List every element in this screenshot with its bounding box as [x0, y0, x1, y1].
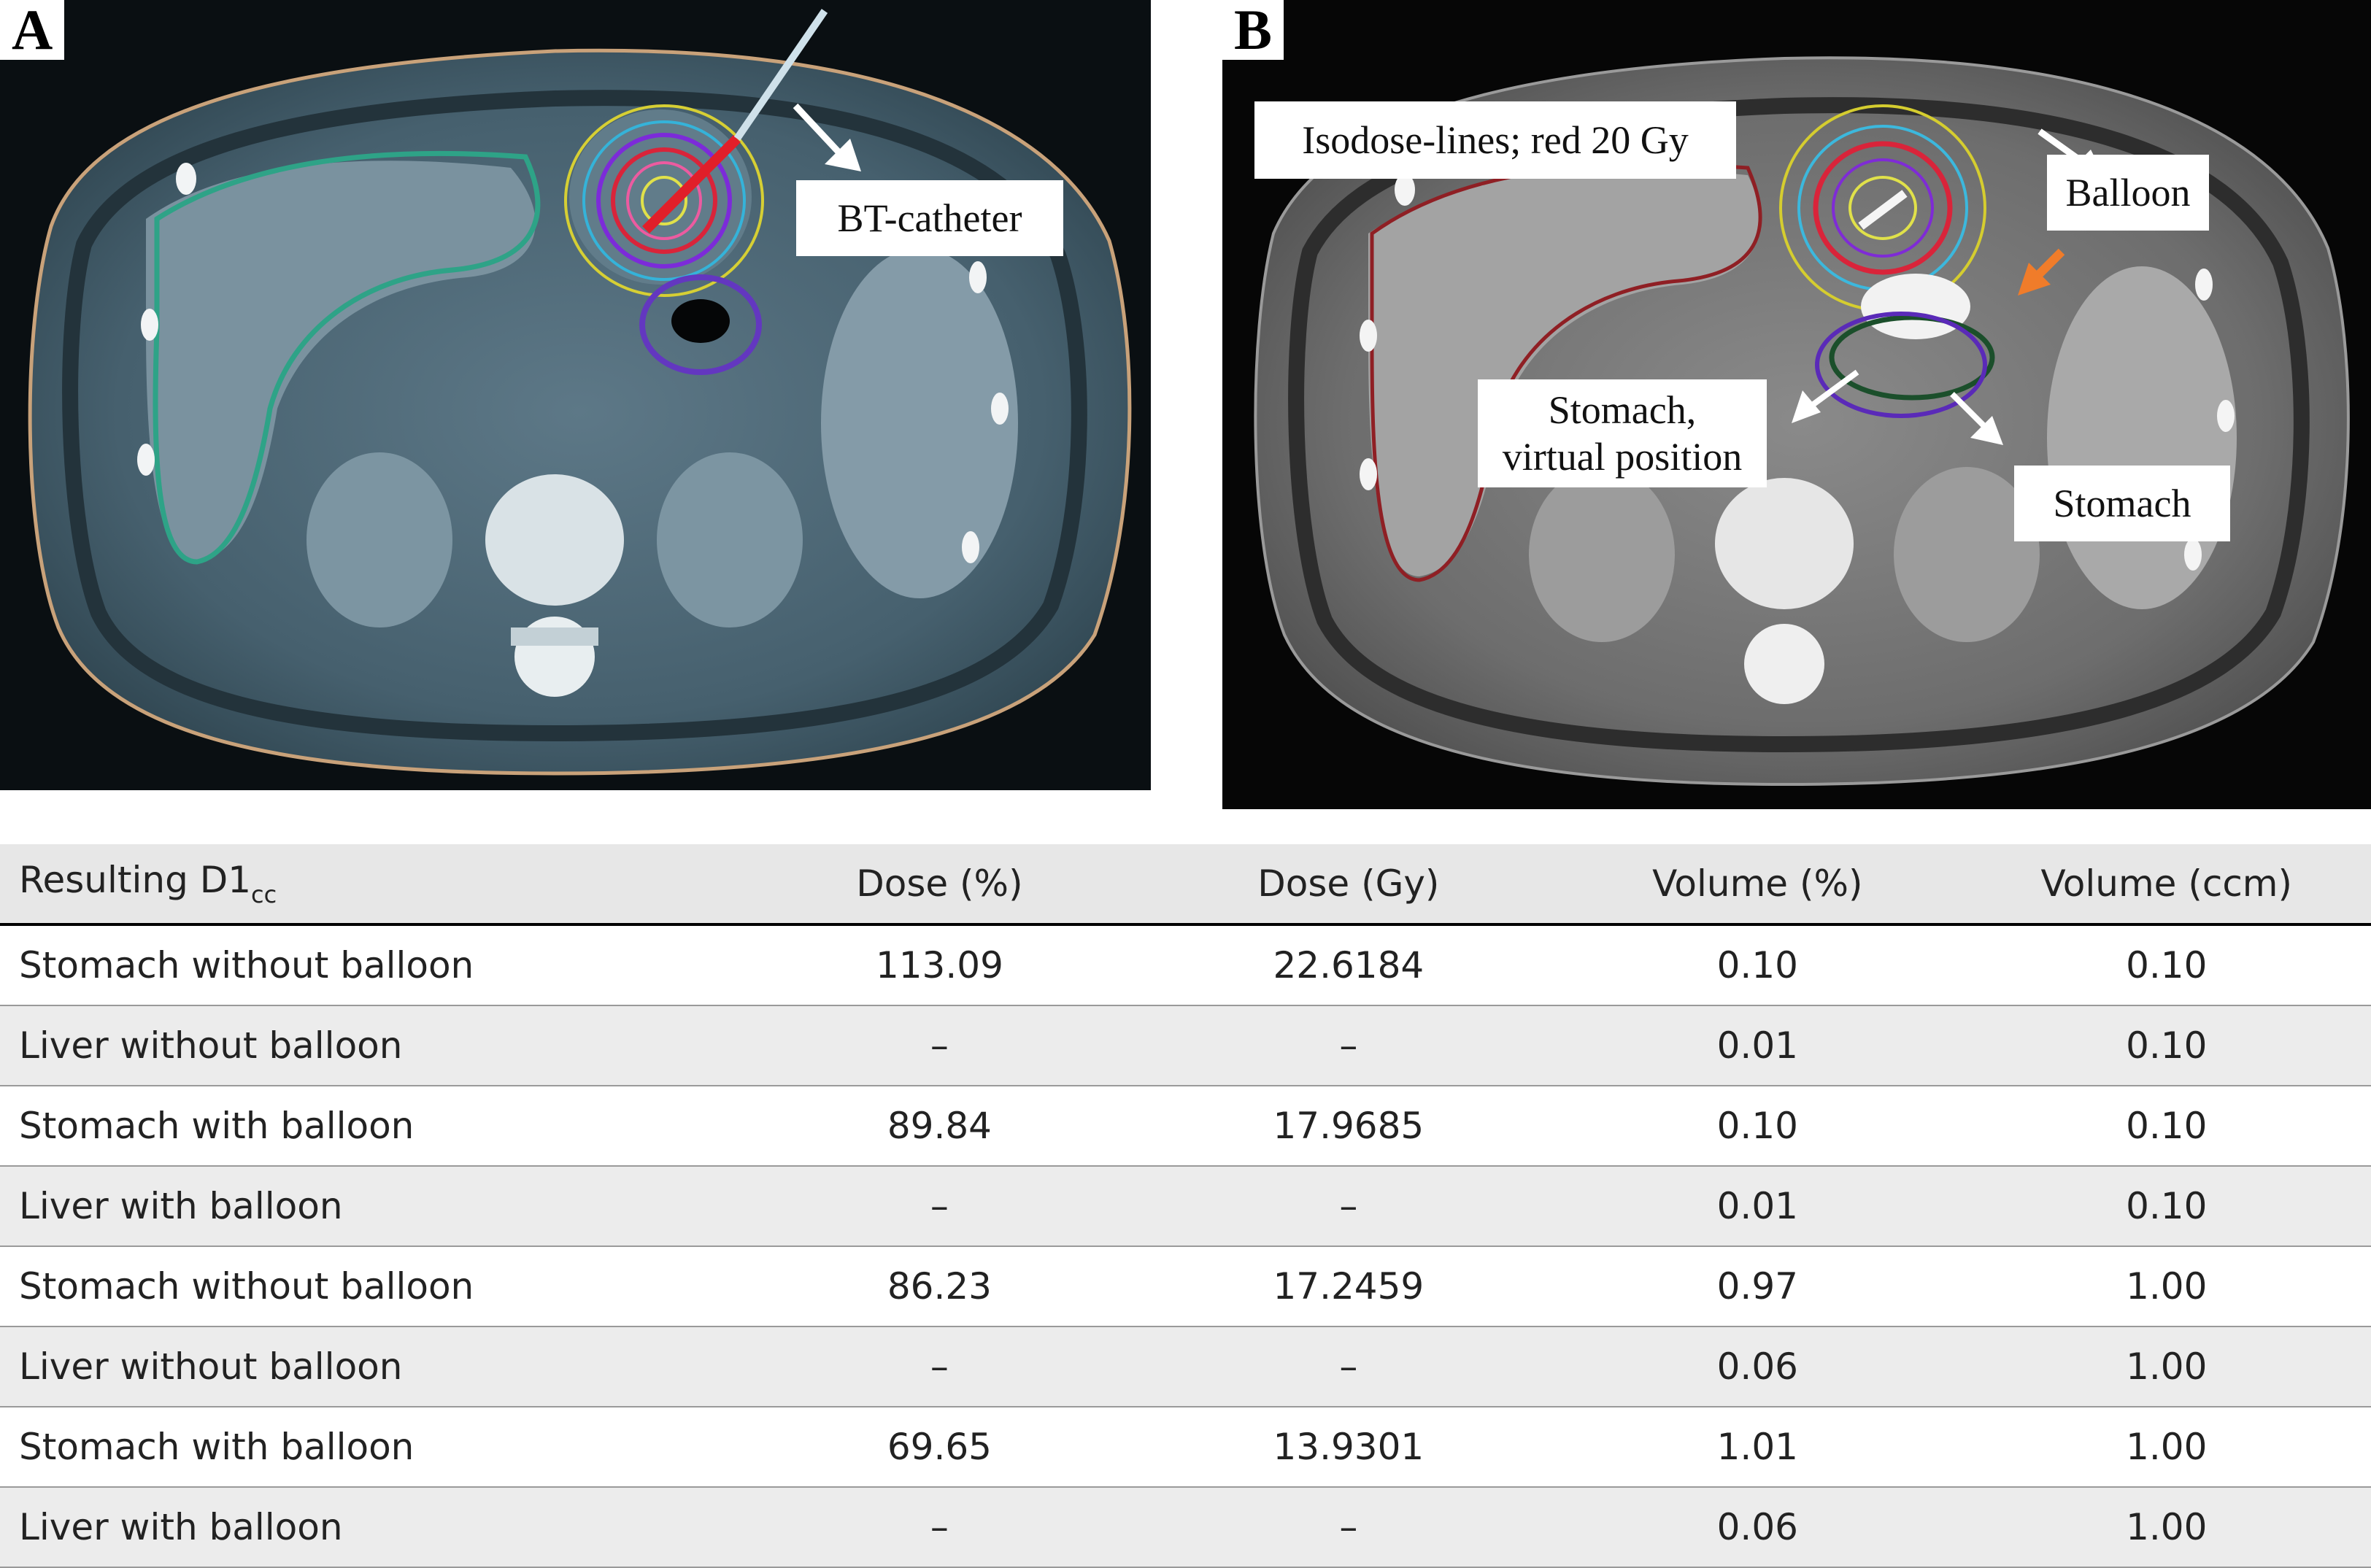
- dose-gy-cell: 17.2459: [1144, 1246, 1554, 1327]
- vol-pct-cell: 0.10: [1553, 1086, 1962, 1167]
- ct-image-panel-b: B Isodose-lines; red 20 Gy Balloon Stoma…: [1222, 0, 2371, 809]
- vol-ccm-cell: 0.10: [1962, 924, 2371, 1006]
- dose-pct-cell: 89.84: [735, 1086, 1144, 1167]
- header-dose-pct: Dose (%): [735, 844, 1144, 926]
- vol-ccm-cell: 1.00: [1962, 1246, 2371, 1327]
- row-label: Liver with balloon: [0, 1487, 736, 1568]
- dose-pct-cell: 86.23: [735, 1246, 1144, 1327]
- vol-pct-cell: 0.10: [1553, 924, 1962, 1006]
- row-label: Liver without balloon: [0, 1005, 736, 1086]
- stomach-virtual-line-2: virtual position: [1502, 435, 1743, 479]
- vol-pct-cell: 0.97: [1553, 1246, 1962, 1327]
- table-row: Liver without balloon – – 0.01 0.10: [0, 1005, 2371, 1086]
- dose-table: Resulting D1cc Dose (%) Dose (Gy) Volume…: [0, 844, 2371, 1568]
- dose-pct-cell: –: [735, 1166, 1144, 1247]
- header-d1-text: Resulting D1: [19, 859, 252, 901]
- table-header-row: Resulting D1cc Dose (%) Dose (Gy) Volume…: [0, 844, 2371, 926]
- vol-ccm-cell: 1.00: [1962, 1487, 2371, 1568]
- table-row: Liver without balloon – – 0.06 1.00: [0, 1326, 2371, 1407]
- table-row: Stomach without balloon 86.23 17.2459 0.…: [0, 1246, 2371, 1327]
- row-label: Stomach with balloon: [0, 1407, 736, 1488]
- dose-pct-cell: –: [735, 1326, 1144, 1407]
- stomach-virtual-line-1: Stomach,: [1548, 388, 1697, 432]
- dose-pct-cell: –: [735, 1005, 1144, 1086]
- ct-scan-a-graphic: [28, 9, 1132, 776]
- dose-gy-cell: –: [1144, 1487, 1554, 1568]
- table-row: Liver with balloon – – 0.06 1.00: [0, 1487, 2371, 1568]
- dose-gy-cell: –: [1144, 1326, 1554, 1407]
- stomach-virtual-position-label: Stomach, virtual position: [1478, 379, 1767, 487]
- row-label: Liver without balloon: [0, 1326, 736, 1407]
- dose-gy-cell: –: [1144, 1166, 1554, 1247]
- vol-pct-cell: 0.01: [1553, 1166, 1962, 1247]
- table-row: Stomach with balloon 69.65 13.9301 1.01 …: [0, 1407, 2371, 1488]
- balloon-label: Balloon: [2047, 155, 2209, 231]
- vol-ccm-cell: 1.00: [1962, 1326, 2371, 1407]
- header-resulting-d1cc: Resulting D1cc: [0, 844, 736, 926]
- header-d1-subscript: cc: [251, 881, 277, 908]
- panel-a-letter: A: [0, 0, 65, 60]
- panel-b-letter: B: [1222, 0, 1284, 60]
- stomach-label: Stomach: [2014, 466, 2230, 541]
- bt-catheter-label: BT-catheter: [796, 180, 1063, 256]
- vol-pct-cell: 0.06: [1553, 1487, 1962, 1568]
- table-row: Liver with balloon – – 0.01 0.10: [0, 1166, 2371, 1247]
- header-volume-pct: Volume (%): [1553, 844, 1962, 926]
- vol-pct-cell: 0.01: [1553, 1005, 1962, 1086]
- row-label: Stomach with balloon: [0, 1086, 736, 1167]
- dose-gy-cell: 13.9301: [1144, 1407, 1554, 1488]
- table-row: Stomach with balloon 89.84 17.9685 0.10 …: [0, 1086, 2371, 1167]
- vol-ccm-cell: 0.10: [1962, 1166, 2371, 1247]
- row-label: Liver with balloon: [0, 1166, 736, 1247]
- row-label: Stomach without balloon: [0, 924, 736, 1006]
- header-dose-gy: Dose (Gy): [1144, 844, 1554, 926]
- dose-pct-cell: –: [735, 1487, 1144, 1568]
- vol-pct-cell: 0.06: [1553, 1326, 1962, 1407]
- ct-image-panel-a: A BT-catheter: [0, 0, 1151, 790]
- dose-gy-cell: –: [1144, 1005, 1554, 1086]
- isodose-lines-label: Isodose-lines; red 20 Gy: [1254, 101, 1736, 179]
- vol-ccm-cell: 0.10: [1962, 1086, 2371, 1167]
- dose-gy-cell: 22.6184: [1144, 924, 1554, 1006]
- dose-gy-cell: 17.9685: [1144, 1086, 1554, 1167]
- dose-pct-cell: 69.65: [735, 1407, 1144, 1488]
- dose-volume-table: Resulting D1cc Dose (%) Dose (Gy) Volume…: [0, 844, 2371, 1568]
- header-volume-ccm: Volume (ccm): [1962, 844, 2371, 926]
- dose-pct-cell: 113.09: [735, 924, 1144, 1006]
- vol-ccm-cell: 1.00: [1962, 1407, 2371, 1488]
- vol-ccm-cell: 0.10: [1962, 1005, 2371, 1086]
- row-label: Stomach without balloon: [0, 1246, 736, 1327]
- vol-pct-cell: 1.01: [1553, 1407, 1962, 1488]
- table-row: Stomach without balloon 113.09 22.6184 0…: [0, 924, 2371, 1006]
